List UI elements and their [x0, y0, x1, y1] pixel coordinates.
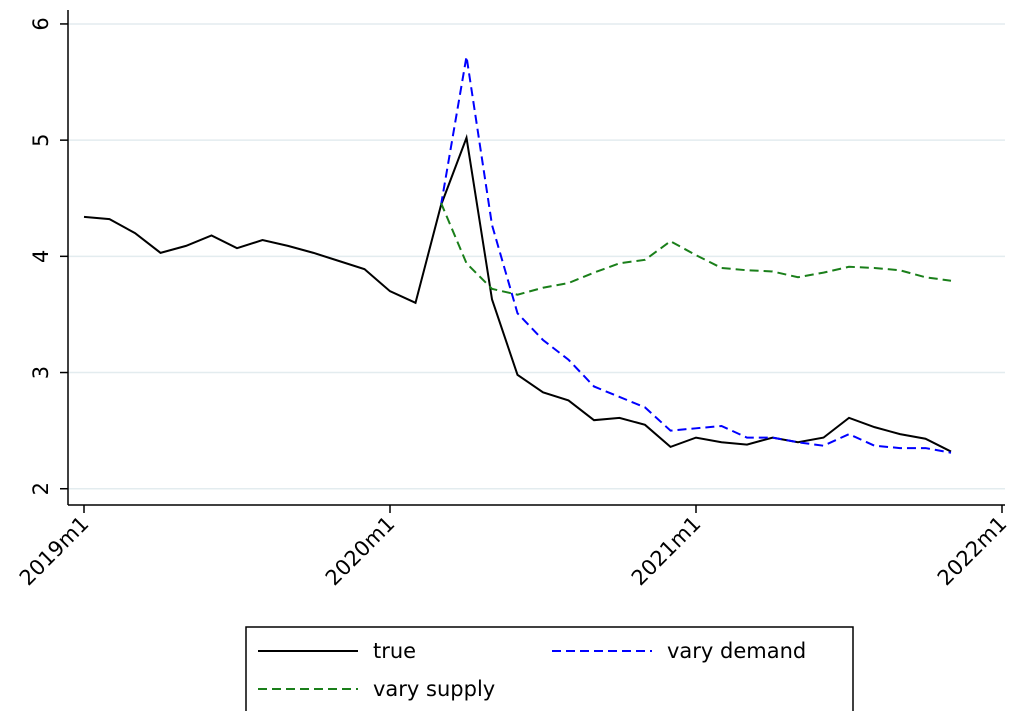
x-tick-label: 2021m1	[627, 512, 706, 591]
series-line	[83, 133, 952, 453]
x-tick-label: 2019m1	[15, 512, 94, 591]
legend-label: true	[373, 639, 416, 663]
series-line	[440, 202, 952, 296]
y-tick-label: 3	[29, 366, 53, 379]
legend-label: vary supply	[373, 677, 495, 701]
x-tick-label: 2020m1	[321, 512, 400, 591]
series-line	[440, 56, 952, 454]
x-tick-label: 2022m1	[933, 512, 1009, 591]
y-tick-label: 5	[29, 133, 53, 146]
y-tick-label: 4	[29, 250, 53, 263]
legend-box	[245, 626, 854, 711]
y-tick-label: 6	[29, 17, 53, 30]
legend-label: vary demand	[667, 639, 806, 663]
y-tick-label: 2	[29, 482, 53, 495]
